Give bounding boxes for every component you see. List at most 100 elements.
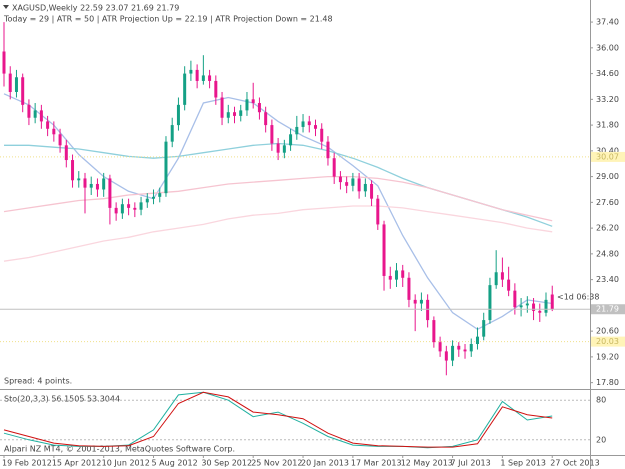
y-tick-label: 36.00 — [596, 43, 619, 52]
candle-body — [289, 134, 293, 146]
x-tick-label: 27 Oct 2013 — [550, 459, 599, 468]
candle-body — [519, 305, 523, 308]
candle-body — [295, 126, 299, 135]
candle-body — [314, 125, 317, 129]
candle-body — [71, 160, 75, 181]
candle-body — [507, 279, 511, 291]
candle-body — [14, 77, 18, 92]
y-tick-label: 29.00 — [596, 172, 619, 181]
candle-body — [114, 207, 118, 214]
candle-body — [239, 110, 243, 116]
candle-body — [257, 103, 261, 113]
candle-body — [482, 320, 486, 337]
x-tick-label: 17 Mar 2013 — [351, 459, 402, 468]
level-box — [591, 336, 625, 347]
x-tick-label: 30 Sep 2012 — [201, 459, 252, 468]
candle-body — [46, 121, 50, 129]
candle-body — [432, 320, 436, 343]
menu-icon — [3, 5, 9, 9]
candle-body — [264, 112, 268, 126]
y-tick-label: 30.40 — [596, 146, 619, 155]
copyright: Alpari NZ MT4, © 2001-2013, MetaQuotes S… — [4, 445, 235, 454]
chart-title: XAGUSD,Weekly 22.59 23.07 21.69 21.79 — [12, 4, 179, 13]
moving-average — [3, 175, 553, 222]
candle-body — [233, 112, 237, 116]
candle-body — [444, 351, 448, 361]
candle-body — [108, 178, 112, 208]
y-tick-label: 23.40 — [596, 275, 619, 284]
y-tick-label: 24.80 — [596, 249, 619, 258]
candle-body — [270, 125, 274, 144]
y-tick-label: 19.20 — [596, 352, 619, 361]
x-tick-label: 15 Apr 2012 — [52, 459, 101, 468]
candle-body — [176, 104, 180, 126]
oscillator-tick-label: 20 — [596, 435, 606, 444]
y-tick-label: 20.60 — [596, 327, 619, 336]
moving-average — [3, 205, 553, 262]
x-tick-label: 25 Nov 2012 — [251, 459, 302, 468]
y-tick-label: 31.80 — [596, 121, 619, 130]
y-tick-label: 27.60 — [596, 198, 619, 207]
countdown: <1d 06:38 — [557, 293, 599, 302]
oscillator-line — [3, 391, 553, 448]
candle-body — [158, 193, 162, 197]
y-tick-label: 17.80 — [596, 378, 619, 387]
level-box — [591, 151, 625, 162]
candle-body — [544, 299, 548, 313]
candle-body — [102, 178, 106, 190]
candle-body — [419, 299, 423, 304]
candle-body — [494, 272, 498, 286]
y-tick-label: 26.20 — [596, 224, 619, 233]
candle-body — [152, 196, 156, 199]
candle-body — [139, 202, 143, 210]
candle-body — [326, 141, 330, 159]
x-tick-label: 5 Aug 2012 — [152, 459, 198, 468]
candle-body — [370, 183, 374, 199]
x-tick-label: 20 Jan 2013 — [301, 459, 349, 468]
spread-note: Spread: 4 points. — [4, 377, 72, 386]
candle-body — [307, 121, 311, 126]
candle-body — [120, 204, 124, 214]
candle-body — [170, 125, 174, 142]
y-tick-label: 33.20 — [596, 95, 619, 104]
candle-body — [457, 345, 461, 350]
subtitle: Today = 29 | ATR = 50 | ATR Projection U… — [3, 15, 333, 24]
y-tick-label: 37.40 — [596, 18, 619, 27]
candle-body — [469, 344, 473, 352]
candle-body — [195, 69, 199, 81]
candle-body — [550, 294, 554, 310]
candle-body — [226, 112, 230, 118]
candle-body — [33, 110, 37, 118]
candle-body — [532, 303, 536, 311]
candle-body — [301, 121, 305, 127]
candle-body — [95, 183, 99, 190]
x-tick-label: 1 Sep 2013 — [500, 459, 546, 468]
candle-body — [357, 178, 361, 192]
candle-body — [438, 342, 442, 352]
level-label: 30.07 — [596, 152, 619, 161]
candle-body — [513, 290, 517, 308]
current-price-label: 21.79 — [596, 305, 619, 314]
candle-body — [251, 99, 255, 104]
moving-average — [3, 93, 553, 331]
candle-body — [145, 198, 149, 203]
candle-body — [401, 270, 405, 278]
candle-body — [475, 336, 479, 345]
candle-body — [245, 99, 249, 111]
candle-body — [388, 275, 392, 280]
candle-body — [320, 128, 324, 142]
candle-body — [332, 158, 336, 177]
candle-body — [201, 75, 205, 81]
candle-body — [538, 310, 542, 313]
oscillator-tick-label: 80 — [596, 396, 606, 405]
candle-body — [8, 73, 12, 92]
candle-body — [413, 299, 417, 304]
candle-body — [426, 299, 430, 321]
x-tick-label: 12 May 2013 — [401, 459, 453, 468]
x-tick-label: 7 Jul 2013 — [451, 459, 491, 468]
candle-body — [376, 198, 380, 225]
oscillator-title: Sto(20,3,3) 56.1505 53.3044 — [4, 395, 120, 404]
candle-body — [214, 80, 218, 98]
